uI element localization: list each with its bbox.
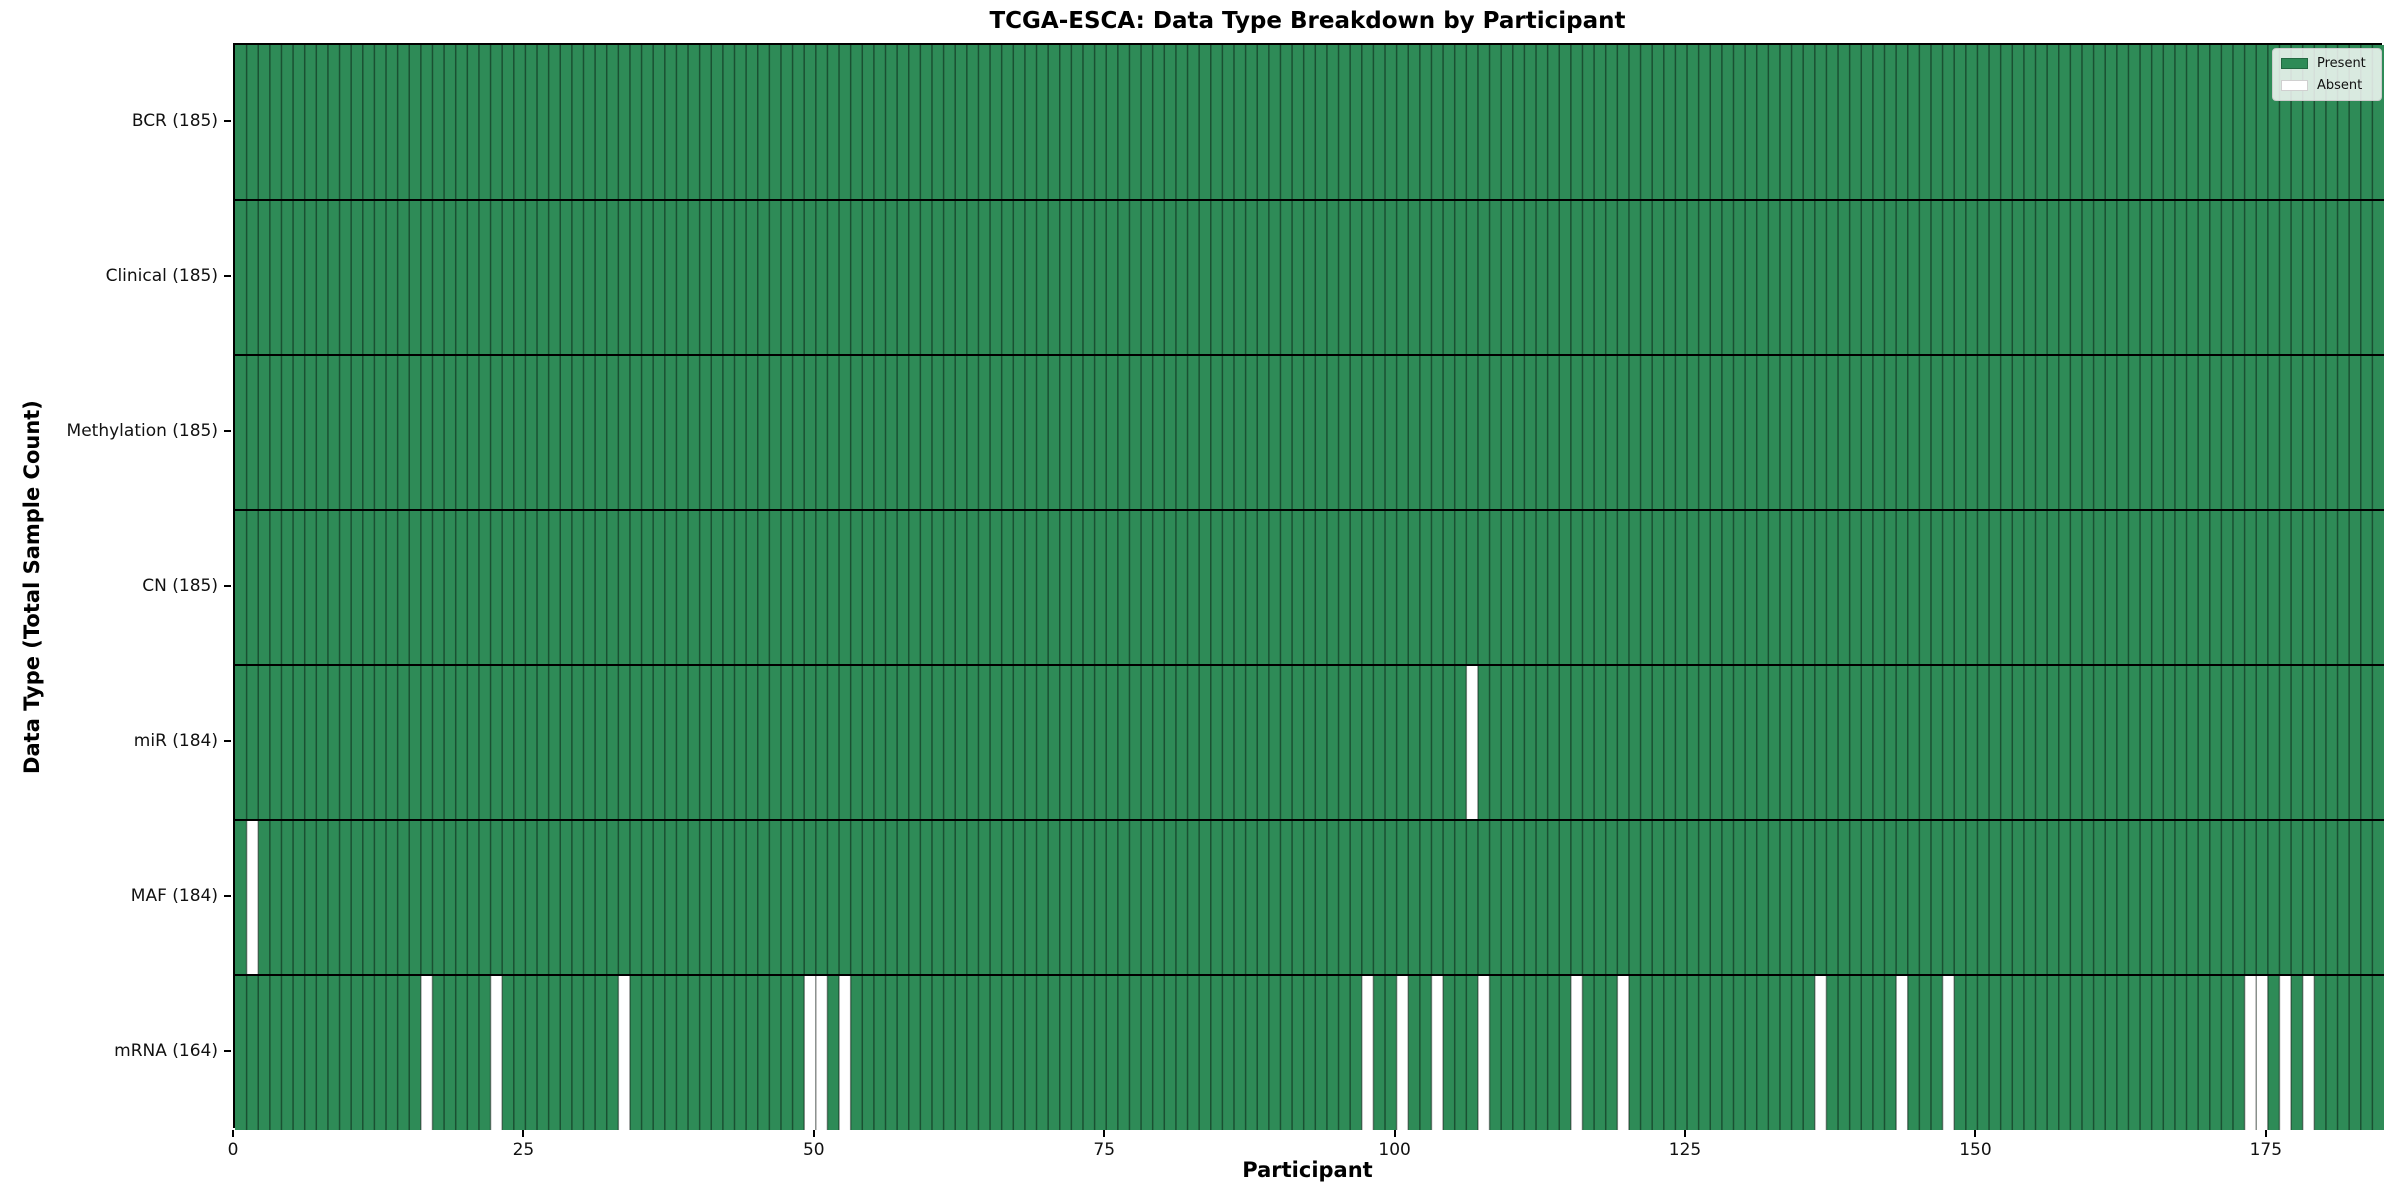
- absent-cell: [2279, 975, 2292, 1130]
- y-tick-label: Clinical (185): [105, 265, 218, 286]
- y-tick-label: mRNA (164): [114, 1040, 218, 1061]
- absent-cell: [815, 975, 828, 1130]
- y-tick-mark: [224, 739, 231, 742]
- absent-cell: [1896, 975, 1908, 1130]
- absent-cell: [1431, 975, 1444, 1130]
- absent-cell: [1466, 665, 1478, 820]
- present-background: [235, 45, 2384, 1130]
- absent-cell: [1477, 975, 1490, 1130]
- y-tick-mark: [224, 429, 231, 432]
- x-tick-label: 175: [2249, 1140, 2283, 1160]
- y-tick-mark: [224, 1049, 231, 1052]
- y-tick-label: Methylation (185): [66, 420, 218, 441]
- heatmap-svg: [235, 45, 2384, 1130]
- x-tick-mark: [1393, 1130, 1396, 1137]
- x-axis-label: Participant: [1242, 1158, 1373, 1182]
- absent-cell: [490, 975, 503, 1130]
- x-tick-label: 0: [227, 1140, 239, 1160]
- absent-cell: [2244, 975, 2257, 1130]
- y-tick-mark: [224, 584, 231, 587]
- legend-item-present: Present: [2281, 56, 2372, 71]
- absent-cell: [1814, 975, 1827, 1130]
- x-tick-mark: [1684, 1130, 1687, 1137]
- absent-cell: [1396, 975, 1409, 1130]
- legend-item-absent: Absent: [2281, 78, 2372, 93]
- absent-cell: [839, 975, 851, 1130]
- absent-cell: [2302, 975, 2315, 1130]
- y-tick-mark: [224, 119, 231, 122]
- y-tick-mark: [224, 894, 231, 897]
- absent-swatch-icon: [2281, 80, 2308, 91]
- x-tick-mark: [812, 1130, 815, 1137]
- legend: Present Absent: [2272, 48, 2382, 101]
- x-tick-mark: [1103, 1130, 1106, 1137]
- y-tick-label: BCR (185): [131, 110, 218, 131]
- y-tick-label: CN (185): [142, 575, 218, 596]
- absent-cell: [1570, 975, 1583, 1130]
- absent-cell: [2256, 975, 2268, 1130]
- heatmap-plot: [233, 43, 2384, 1130]
- present-swatch-icon: [2281, 58, 2308, 69]
- x-tick-mark: [232, 1130, 234, 1137]
- x-tick-label: 100: [1378, 1140, 1411, 1160]
- absent-cell: [1942, 975, 1955, 1130]
- y-tick-mark: [224, 274, 231, 277]
- x-tick-mark: [1974, 1130, 1977, 1137]
- absent-cell: [1617, 975, 1629, 1130]
- x-tick-mark: [522, 1130, 525, 1137]
- y-tick-label: miR (184): [133, 730, 218, 751]
- absent-cell: [246, 820, 259, 975]
- x-tick-label: 150: [1959, 1140, 1992, 1160]
- y-tick-label: MAF (184): [130, 885, 218, 906]
- legend-label: Absent: [2317, 78, 2363, 93]
- x-tick-mark: [2264, 1130, 2267, 1137]
- x-tick-label: 25: [512, 1140, 535, 1160]
- chart-title: TCGA-ESCA: Data Type Breakdown by Partic…: [989, 8, 1626, 34]
- absent-cell: [804, 975, 816, 1130]
- x-tick-label: 50: [802, 1140, 825, 1160]
- absent-cell: [420, 975, 433, 1130]
- x-tick-label: 75: [1093, 1140, 1116, 1160]
- absent-cell: [618, 975, 630, 1130]
- legend-label: Present: [2317, 56, 2366, 71]
- x-tick-label: 125: [1668, 1140, 1702, 1160]
- absent-cell: [1361, 975, 1374, 1130]
